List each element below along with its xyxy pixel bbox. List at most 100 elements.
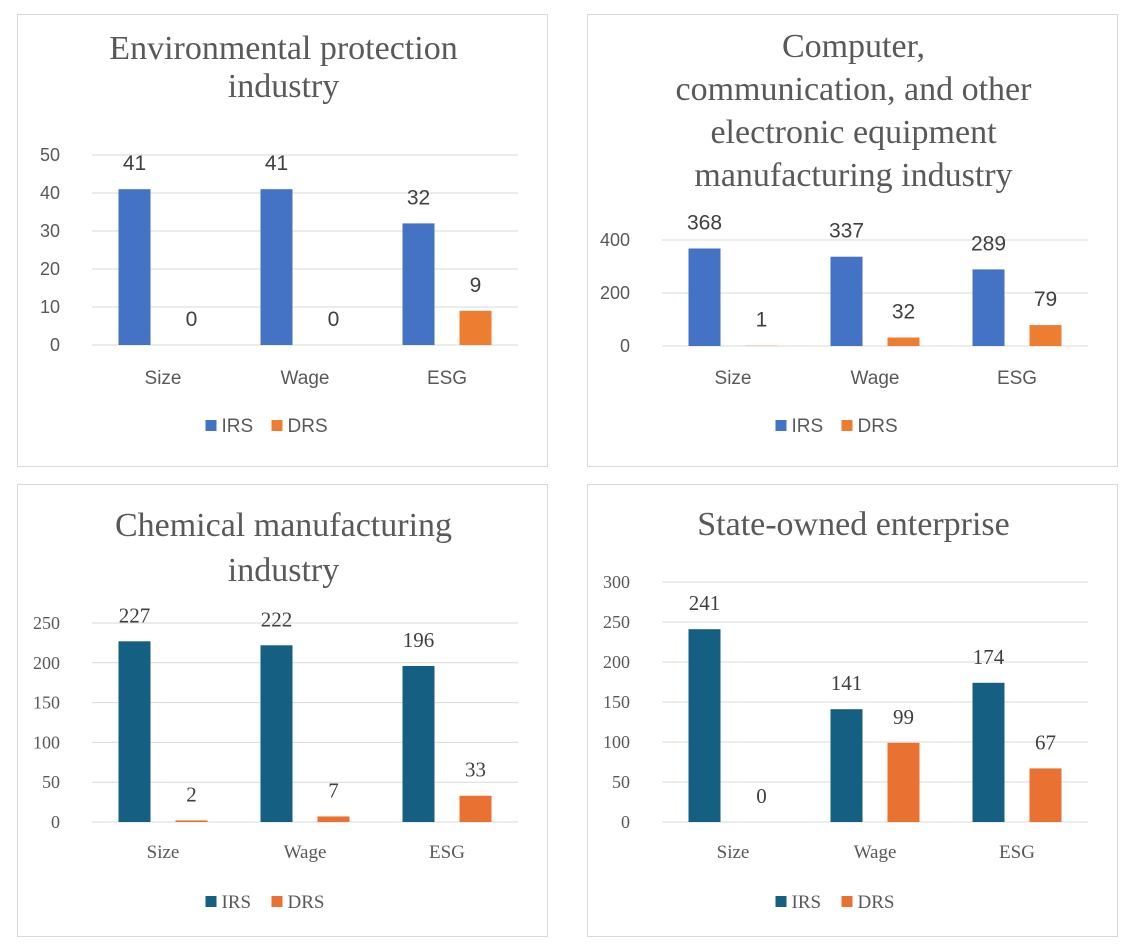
chart-title-line: Computer, <box>782 28 925 65</box>
data-label: 9 <box>470 274 482 297</box>
chart-title-line: manufacturing industry <box>694 157 1012 194</box>
data-label: 99 <box>893 705 914 729</box>
legend-swatch-irs <box>775 420 787 431</box>
legend-label-irs: IRS <box>792 416 824 437</box>
data-label: 79 <box>1034 288 1057 311</box>
data-label: 0 <box>756 784 767 808</box>
legend-swatch-drs <box>271 420 283 431</box>
bar-drs-esg <box>459 310 492 345</box>
y-tick-label: 300 <box>603 572 630 592</box>
x-category-label: Size <box>717 842 750 863</box>
chart-svg: Chemical manufacturing industry 0 50 100 150 2… <box>33 507 518 913</box>
x-category-label: Size <box>715 368 752 389</box>
chart-title-line: industry <box>228 552 339 589</box>
bar-drs-wage <box>317 816 350 822</box>
x-category-label: ESG <box>429 842 465 863</box>
chart-title-line: industry <box>228 68 339 105</box>
y-tick-label: 200 <box>603 652 630 672</box>
y-tick-label: 100 <box>603 732 630 752</box>
bar-irs-wage <box>260 189 293 345</box>
data-label: 33 <box>465 758 486 782</box>
x-category-label: Wage <box>854 842 897 863</box>
legend-label-drs: DRS <box>858 892 895 913</box>
legend-swatch-drs <box>841 896 853 907</box>
data-label: 0 <box>328 308 340 331</box>
y-tick-label: 250 <box>33 613 60 633</box>
bar-irs-wage <box>830 709 863 822</box>
data-label: 2 <box>186 782 197 806</box>
bar-drs-size <box>175 820 208 822</box>
data-label: 141 <box>831 671 863 695</box>
chart-title-line: Chemical manufacturing <box>115 507 452 544</box>
data-label: 41 <box>265 152 288 175</box>
y-tick-label: 100 <box>33 732 60 752</box>
chart-title-line: State-owned enterprise <box>697 506 1010 543</box>
bar-drs-esg <box>1029 325 1062 346</box>
bar-drs-wage <box>887 337 920 346</box>
data-label: 32 <box>892 301 915 324</box>
data-label: 0 <box>186 308 198 331</box>
legend-label-drs: DRS <box>288 892 325 913</box>
y-tick-label: 250 <box>603 612 630 632</box>
legend-label-drs: DRS <box>858 416 898 437</box>
x-category-label: ESG <box>999 842 1035 863</box>
bar-irs-size <box>118 641 151 822</box>
bar-irs-esg <box>402 665 435 822</box>
y-tick-label: 200 <box>33 653 60 673</box>
legend-label-irs: IRS <box>222 416 254 437</box>
legend-label-drs: DRS <box>288 416 328 437</box>
y-tick-label: 0 <box>620 336 630 356</box>
bar-drs-wage <box>887 742 920 822</box>
bar-irs-wage <box>830 256 863 346</box>
chart-title-line: communication, and other <box>676 71 1033 108</box>
legend-label-irs: IRS <box>792 892 822 913</box>
data-label: 32 <box>407 186 430 209</box>
y-tick-label: 10 <box>40 297 60 317</box>
bar-irs-esg <box>972 682 1005 822</box>
data-label: 222 <box>261 607 293 631</box>
x-category-label: ESG <box>427 368 467 389</box>
legend-swatch-irs <box>205 896 217 907</box>
data-label: 196 <box>403 628 435 652</box>
bar-irs-wage <box>260 645 293 822</box>
x-category-label: ESG <box>997 368 1037 389</box>
data-label: 227 <box>119 603 151 627</box>
chart-title-line: electronic equipment <box>710 114 997 151</box>
data-label: 7 <box>328 778 339 802</box>
legend-swatch-irs <box>205 420 217 431</box>
bar-irs-size <box>688 248 721 346</box>
y-tick-label: 0 <box>51 812 60 832</box>
y-tick-label: 50 <box>40 145 60 165</box>
y-tick-label: 30 <box>40 221 60 241</box>
y-tick-label: 0 <box>50 335 60 355</box>
chart-environmental-protection: Environmental protection industry 0 10 20 30 4… <box>17 14 548 467</box>
chart-state-owned-enterprise: State-owned enterprise 0 50 100 150 200 250 300… <box>587 484 1118 937</box>
chart-svg: Computer, communication, and other electro… <box>600 28 1088 437</box>
y-tick-label: 0 <box>621 812 630 832</box>
data-label: 241 <box>689 591 721 615</box>
data-label: 1 <box>756 309 768 332</box>
chart-title-line: Environmental protection <box>109 30 457 67</box>
y-tick-label: 400 <box>600 230 630 250</box>
legend-label-irs: IRS <box>222 892 252 913</box>
data-label: 67 <box>1035 730 1056 754</box>
bar-drs-esg <box>1029 768 1062 822</box>
x-category-label: Wage <box>284 842 327 863</box>
bar-irs-esg <box>402 223 435 345</box>
legend-swatch-drs <box>271 896 283 907</box>
data-label: 337 <box>829 220 864 243</box>
y-tick-label: 200 <box>600 283 630 303</box>
chart-svg: State-owned enterprise 0 50 100 150 200 250 300… <box>603 506 1088 913</box>
chart-electronic-equipment: Computer, communication, and other electro… <box>587 14 1118 467</box>
y-tick-label: 50 <box>612 772 630 792</box>
data-label: 289 <box>971 232 1006 255</box>
data-label: 174 <box>973 645 1005 669</box>
bar-irs-size <box>118 189 151 345</box>
legend-swatch-drs <box>841 420 853 431</box>
x-category-label: Wage <box>281 368 330 389</box>
y-tick-label: 150 <box>603 692 630 712</box>
y-tick-label: 40 <box>40 183 60 203</box>
y-tick-label: 50 <box>42 772 60 792</box>
x-category-label: Wage <box>851 368 900 389</box>
